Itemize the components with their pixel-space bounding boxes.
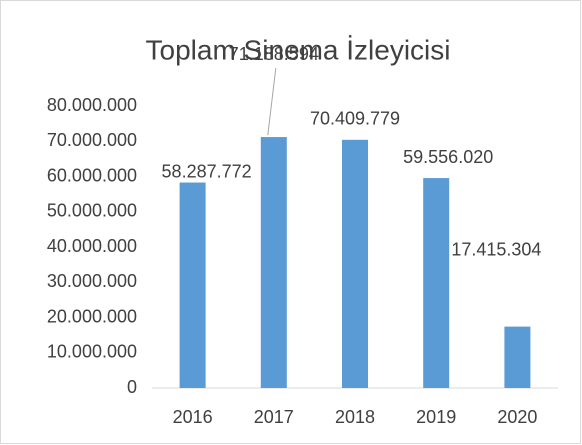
bar — [504, 326, 531, 388]
x-tick-label: 2019 — [416, 407, 456, 427]
x-tick-label: 2018 — [335, 407, 375, 427]
value-label: 58.287.772 — [162, 161, 252, 181]
y-tick-label: 60.000.000 — [47, 165, 137, 185]
bar — [423, 178, 450, 388]
x-tick-label: 2016 — [173, 407, 213, 427]
value-label: 71.188.594 — [229, 44, 319, 64]
y-tick-label: 70.000.000 — [47, 130, 137, 150]
x-tick-label: 2017 — [254, 407, 294, 427]
leader-line — [267, 68, 277, 136]
value-label: 70.409.779 — [310, 109, 400, 129]
y-tick-label: 80.000.000 — [47, 95, 137, 115]
y-tick-label: 30.000.000 — [47, 271, 137, 291]
x-tick-label: 2020 — [497, 407, 537, 427]
y-tick-label: 20.000.000 — [47, 306, 137, 326]
bar — [342, 139, 368, 388]
bar — [260, 137, 287, 388]
y-tick-label: 40.000.000 — [47, 236, 137, 256]
value-label: 59.556.020 — [403, 147, 493, 167]
bar — [179, 182, 206, 388]
chart-title: Toplam Sinema İzleyicisi — [146, 34, 451, 65]
y-tick-label: 50.000.000 — [47, 201, 137, 221]
y-tick-label: 0 — [127, 377, 137, 397]
value-label: 17.415.304 — [451, 239, 541, 259]
y-tick-label: 10.000.000 — [47, 342, 137, 362]
